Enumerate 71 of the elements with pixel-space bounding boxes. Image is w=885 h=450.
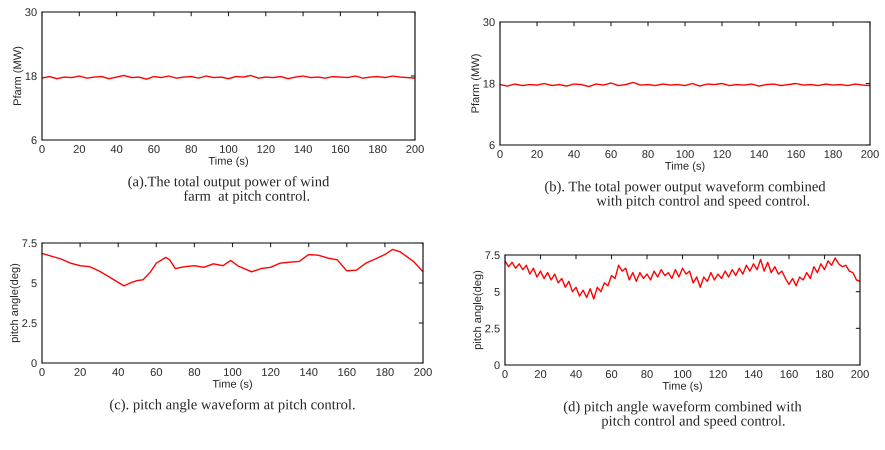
y-axis-title: Pfarm (MW) — [471, 54, 482, 113]
y-tick-label: 2.5 — [22, 319, 37, 328]
x-tick-label: 180 — [816, 370, 834, 378]
x-tick-label: 140 — [745, 370, 762, 378]
x-tick-label: 140 — [294, 145, 312, 154]
x-tick-label: 160 — [788, 150, 805, 158]
x-tick-label: 100 — [676, 150, 694, 158]
x-tick-label: 80 — [186, 145, 197, 154]
x-tick-label: 180 — [369, 145, 387, 154]
y-tick-label: 6 — [32, 136, 37, 144]
x-tick-label: 200 — [406, 145, 424, 154]
y-tick-label: 0 — [494, 361, 500, 370]
y-tick-label: 5 — [494, 288, 500, 296]
line-series — [42, 248, 423, 287]
line-series — [505, 257, 860, 300]
x-tick-label: 100 — [674, 370, 692, 378]
y-axis-title: pitch angle(deg) — [472, 270, 484, 350]
x-tick-label: 60 — [150, 368, 162, 376]
x-tick-label: 20 — [534, 370, 546, 378]
x-tick-label: 120 — [710, 370, 727, 378]
y-tick-label: 18 — [484, 80, 495, 88]
x-tick-label: 100 — [224, 368, 242, 376]
x-tick-label: 200 — [414, 368, 432, 376]
x-tick-label: 180 — [824, 150, 842, 158]
x-tick-label: 0 — [39, 368, 45, 376]
x-tick-label: 40 — [110, 145, 122, 154]
y-tick-label: 7.5 — [22, 239, 37, 248]
x-tick-label: 180 — [376, 368, 394, 376]
text: (b). The total power output waveform combined with pitch control and speed control. — [545, 181, 826, 209]
x-tick-label: 0 — [39, 145, 45, 154]
x-tick-label: 120 — [257, 145, 275, 154]
x-tick-label: 20 — [531, 150, 543, 158]
y-tick-label: 18 — [26, 72, 37, 80]
x-tick-label: 40 — [112, 368, 124, 376]
x-tick-label: 120 — [714, 150, 731, 158]
x-tick-label: 160 — [338, 368, 356, 376]
x-tick-label: 80 — [641, 370, 653, 378]
x-tick-label: 140 — [750, 150, 768, 158]
x-tick-label: 60 — [148, 145, 160, 154]
y-tick-label: 30 — [25, 8, 37, 16]
x-tick-label: 160 — [332, 145, 350, 154]
y-tick-label: 30 — [483, 18, 495, 26]
x-tick-label: 80 — [188, 368, 200, 376]
text: (a).The total output power of wind farm at pitch control. — [128, 176, 330, 204]
x-tick-label: 60 — [606, 370, 618, 378]
text: (c). pitch angle waveform at pitch control. — [110, 399, 355, 412]
y-axis-title: pitch angle(deg) — [10, 264, 20, 342]
x-tick-label: 80 — [642, 150, 654, 158]
x-tick-label: 100 — [220, 145, 238, 154]
text: (d) pitch angle waveform combined with pitch control and speed control. — [564, 401, 802, 429]
x-axis-title: Time (s) — [665, 162, 704, 172]
y-tick-label: 0 — [31, 359, 37, 368]
y-tick-label: 5 — [31, 279, 37, 288]
x-tick-label: 140 — [300, 368, 318, 376]
x-axis-title: Time (s) — [662, 382, 702, 392]
x-axis-title: Time (s) — [208, 156, 248, 167]
x-tick-label: 160 — [780, 370, 798, 378]
y-tick-label: 6 — [490, 141, 495, 150]
x-tick-label: 200 — [851, 370, 869, 378]
x-tick-label: 40 — [568, 150, 580, 158]
y-tick-label: 7.5 — [485, 251, 500, 260]
x-tick-label: 40 — [570, 370, 582, 378]
x-tick-label: 60 — [605, 150, 617, 158]
x-tick-label: 200 — [861, 150, 879, 158]
x-tick-label: 0 — [502, 370, 508, 378]
x-tick-label: 20 — [74, 145, 86, 154]
x-tick-label: 120 — [262, 368, 280, 376]
x-axis-title: Time (s) — [212, 380, 252, 390]
y-tick-label: 2.5 — [485, 324, 500, 332]
x-tick-label: 20 — [74, 368, 86, 376]
y-axis-title: Pfarm (MW) — [13, 46, 24, 106]
